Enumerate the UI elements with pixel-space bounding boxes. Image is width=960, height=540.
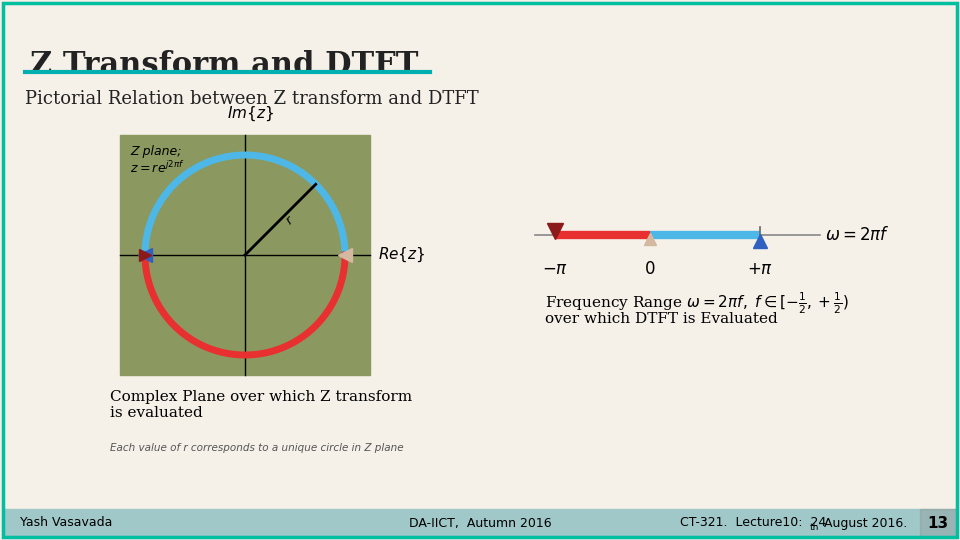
- Text: $r$: $r$: [283, 213, 298, 228]
- Text: $Re\{z\}$: $Re\{z\}$: [378, 246, 425, 264]
- Text: Complex Plane over which Z transform
is evaluated: Complex Plane over which Z transform is …: [110, 390, 412, 420]
- Text: Frequency Range $\omega = 2\pi f,\ f \in [-\frac{1}{2}, +\frac{1}{2})$: Frequency Range $\omega = 2\pi f,\ f \in…: [545, 290, 849, 315]
- Text: $Im\{z\}$: $Im\{z\}$: [227, 105, 274, 123]
- Text: August 2016.: August 2016.: [820, 516, 907, 530]
- Bar: [3, 509, 957, 537]
- Text: $\omega = 2\pi f$: $\omega = 2\pi f$: [825, 226, 890, 244]
- Bar: [120, 135, 370, 375]
- Text: over which DTFT is Evaluated: over which DTFT is Evaluated: [545, 312, 778, 326]
- Bar: [920, 509, 957, 537]
- Text: Pictorial Relation between Z transform and DTFT: Pictorial Relation between Z transform a…: [25, 90, 479, 108]
- Text: Z Transform and DTFT: Z Transform and DTFT: [30, 50, 419, 81]
- Text: CT-321.  Lecture10:  24: CT-321. Lecture10: 24: [680, 516, 827, 530]
- Text: $0$: $0$: [644, 260, 656, 278]
- Text: Each value of r corresponds to a unique circle in Z plane: Each value of r corresponds to a unique …: [110, 443, 403, 453]
- Text: Yash Vasavada: Yash Vasavada: [20, 516, 112, 530]
- Text: th: th: [810, 523, 820, 532]
- Text: Z plane;
$z = re^{j2\pi f}$: Z plane; $z = re^{j2\pi f}$: [130, 145, 184, 177]
- Text: $-\pi$: $-\pi$: [541, 260, 568, 278]
- Text: $+\pi$: $+\pi$: [747, 260, 773, 278]
- Text: DA-IICT,  Autumn 2016: DA-IICT, Autumn 2016: [409, 516, 551, 530]
- Text: 13: 13: [927, 516, 948, 530]
